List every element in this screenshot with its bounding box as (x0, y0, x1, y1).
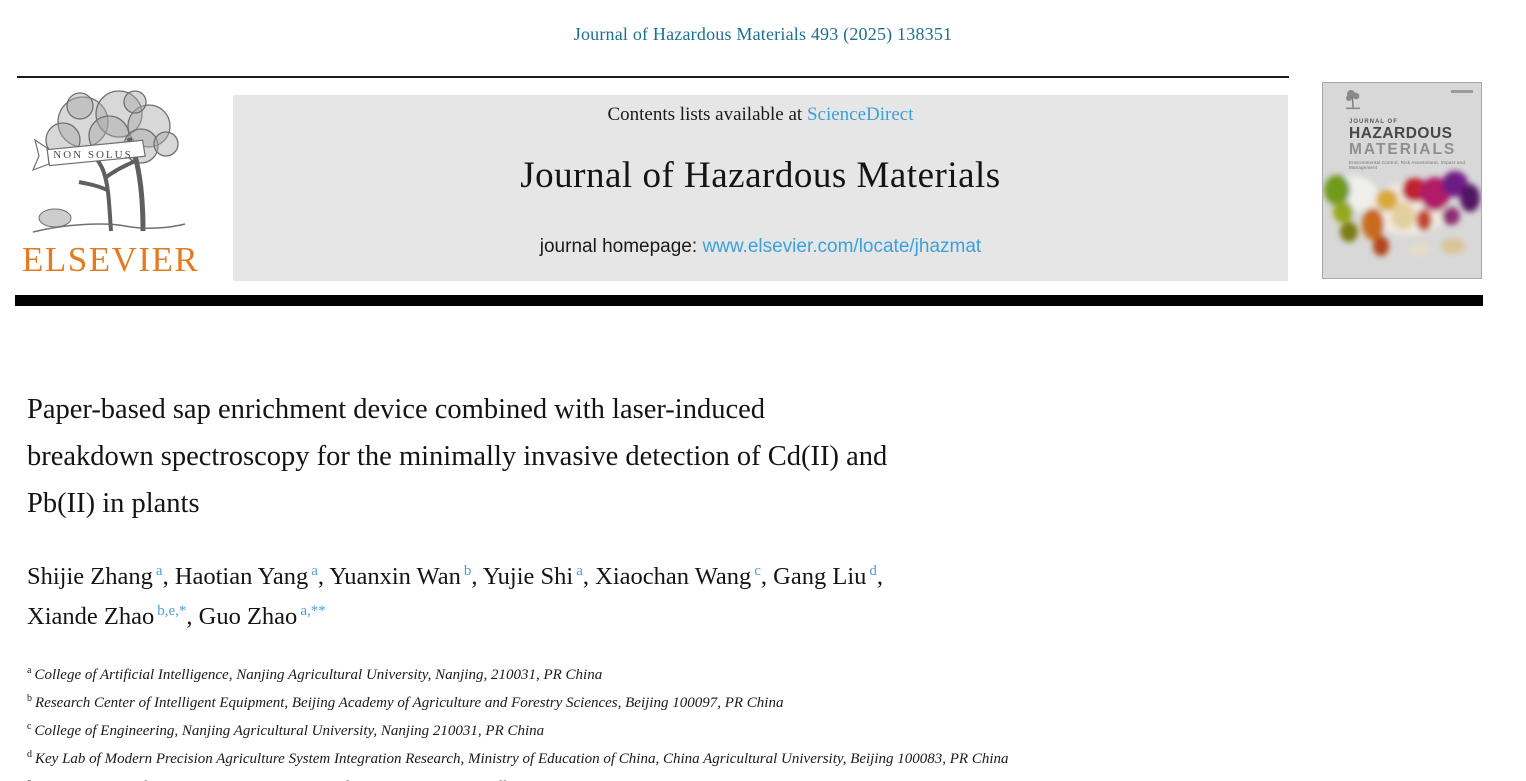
elsevier-motto: NON SOLUS (53, 149, 132, 161)
author-name: Yuanxin Wan (329, 563, 461, 590)
author-affiliation-superscript: a,** (300, 603, 326, 619)
cover-kicker: JOURNAL OF (1349, 119, 1398, 125)
cover-subtitle: Environmental Control, Risk Assessment, … (1349, 160, 1466, 170)
author-line: Xiande Zhao b,e,*, Guo Zhao a,** (27, 594, 1297, 634)
author-name: Shijie Zhang (27, 563, 153, 590)
journal-banner: Contents lists available at ScienceDirec… (233, 95, 1288, 281)
homepage-line: journal homepage: www.elsevier.com/locat… (233, 236, 1288, 258)
journal-cover-thumbnail: JOURNAL OF HAZARDOUS MATERIALS Environme… (1322, 82, 1482, 279)
cover-issn-mark (1451, 90, 1473, 93)
author-affiliation-superscript: a (155, 563, 163, 579)
contents-prefix: Contents lists available at (607, 104, 803, 125)
cover-map-image (1324, 171, 1480, 256)
affiliation-marker: c (27, 721, 32, 732)
affiliation-list: a College of Artificial Intelligence, Nan… (27, 659, 1297, 781)
author-separator: , (471, 563, 483, 590)
author-separator: , (317, 563, 330, 590)
affiliation-marker: e (27, 777, 31, 781)
affiliation-marker: b (27, 693, 32, 704)
affiliation-item: a College of Artificial Intelligence, Nan… (27, 659, 1297, 687)
header-top-rule (17, 76, 1289, 78)
elsevier-tree-icon: NON SOLUS (31, 90, 186, 233)
affiliation-item: c College of Engineering, Nanjing Agricul… (27, 715, 1297, 743)
author-line: Shijie Zhang a, Haotian Yang a, Yuanxin Wa… (27, 554, 1297, 594)
author-name: Haotian Yang (174, 563, 309, 590)
author-separator: , (582, 563, 596, 590)
author-list: Shijie Zhang a, Haotian Yang a, Yuanxin Wa… (27, 554, 1297, 634)
contents-line: Contents lists available at ScienceDirec… (233, 95, 1288, 126)
author-separator: , (876, 563, 884, 590)
author-affiliation-superscript: a (576, 563, 583, 579)
author-separator: , (760, 563, 774, 590)
affiliation-marker: a (27, 665, 32, 676)
affiliation-text: College of Artificial Intelligence, Nanj… (34, 667, 603, 683)
affiliation-item: b Research Center of Intelligent Equipmen… (27, 687, 1297, 715)
author-separator: , (162, 563, 175, 590)
author-name: Gang Liu (773, 563, 867, 590)
author-name: Guo Zhao (198, 603, 298, 630)
affiliation-item: d Key Lab of Modern Precision Agriculture… (27, 743, 1297, 771)
elsevier-logo: NON SOLUS ELSEVIER (22, 86, 198, 280)
journal-citation: Journal of Hazardous Materials 493 (2025… (573, 24, 953, 44)
article-title-line: Pb(II) in plants (27, 488, 200, 519)
affiliation-text: College of Engineering, Nanjing Agricult… (34, 723, 545, 739)
article-title: Paper-based sap enrichment device combin… (27, 386, 1297, 527)
sciencedirect-link[interactable]: ScienceDirect (806, 104, 914, 125)
affiliation-item: eKey Laboratory of Agricultural Sensors,… (27, 771, 1297, 781)
banner-journal-title: Journal of Hazardous Materials (520, 155, 1001, 196)
section-divider-bar (15, 295, 1483, 306)
author-name: Yujie Shi (482, 563, 574, 590)
author-separator: , (186, 603, 199, 630)
author-affiliation-superscript: a (311, 563, 318, 579)
article-title-line: breakdown spectroscopy for the minimally… (27, 441, 888, 472)
author-affiliation-superscript: d (869, 563, 877, 579)
homepage-link[interactable]: www.elsevier.com/locate/jhazmat (702, 236, 982, 257)
author-name: Xiaochan Wang (595, 563, 752, 590)
author-name: Xiande Zhao (27, 603, 155, 630)
elsevier-wordmark: ELSEVIER (22, 240, 200, 279)
cover-elsevier-icon (1346, 90, 1360, 110)
author-affiliation-superscript: c (754, 563, 761, 579)
author-affiliation-superscript: b,e,* (157, 603, 187, 619)
article-front-matter: Paper-based sap enrichment device combin… (27, 386, 1297, 781)
cover-title-line2: MATERIALS (1349, 141, 1457, 158)
cover-title-line1: HAZARDOUS (1349, 125, 1453, 142)
article-title-line: Paper-based sap enrichment device combin… (27, 394, 765, 425)
affiliation-text: Key Laboratory of Agricultural Sensors, … (34, 779, 693, 781)
affiliation-marker: d (27, 749, 32, 760)
affiliation-text: Key Lab of Modern Precision Agriculture … (35, 751, 1009, 767)
affiliation-text: Research Center of Intelligent Equipment… (35, 695, 784, 711)
cover-masthead: JOURNAL OF HAZARDOUS MATERIALS Environme… (1349, 119, 1481, 170)
author-affiliation-superscript: b (463, 563, 472, 579)
homepage-prefix: journal homepage: (539, 236, 698, 257)
